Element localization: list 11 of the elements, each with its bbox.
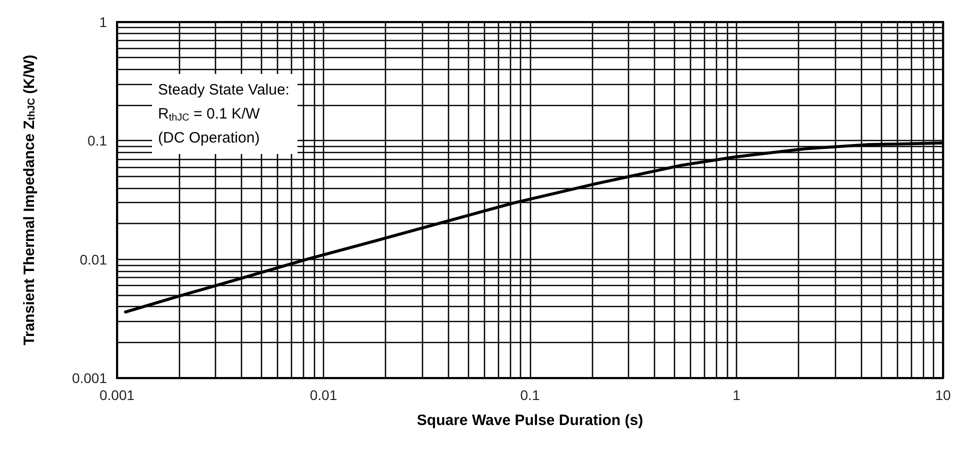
x-tick-label: 0.001 [99, 387, 135, 403]
x-tick-label: 0.1 [520, 387, 540, 403]
y-axis-title: Transient Thermal Impedance ZthJC (K/W) [21, 54, 38, 346]
x-axis-title: Square Wave Pulse Duration (s) [416, 412, 644, 429]
x-tick-label: 0.01 [310, 387, 338, 403]
y-tick-label: 0.01 [80, 251, 108, 268]
y-tick-label: 0.1 [88, 132, 108, 149]
x-tick-label: 10 [935, 387, 951, 403]
x-tick-label: 1 [732, 387, 741, 403]
y-tick-label: 0.001 [72, 370, 108, 386]
y-tick-label: 1 [99, 14, 108, 30]
